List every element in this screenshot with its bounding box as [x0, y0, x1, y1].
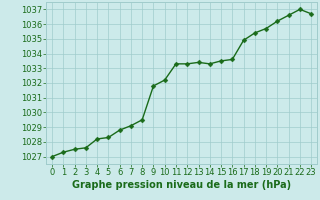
- X-axis label: Graphe pression niveau de la mer (hPa): Graphe pression niveau de la mer (hPa): [72, 180, 291, 190]
